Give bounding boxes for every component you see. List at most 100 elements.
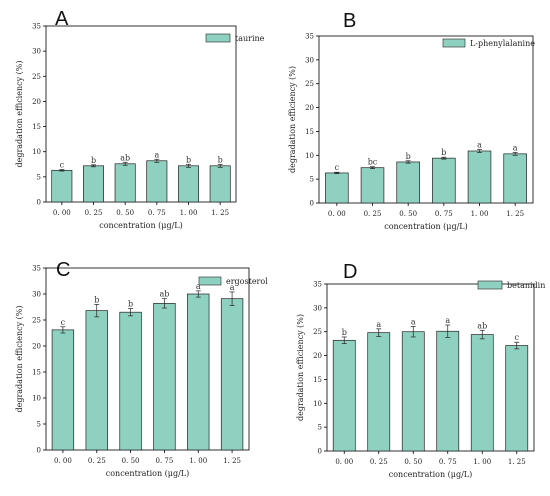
- bar: [220, 298, 244, 451]
- bar: [396, 161, 420, 204]
- y-tick-label: 15: [313, 376, 322, 384]
- chart-panel-d: D 0 5 10 15 20 25 30 35 b 0. 00 a 0. 25 a 0. 50 a 0. 75 a…: [296, 261, 545, 479]
- significance-label: ab: [120, 153, 130, 162]
- error-bar: [370, 166, 375, 169]
- y-tick-label: 0: [318, 448, 322, 456]
- y-axis-title: degradation efficiency (%): [296, 314, 305, 421]
- bar: [505, 345, 529, 452]
- x-tick-label: 0. 00: [54, 457, 72, 465]
- legend: taurine: [205, 33, 265, 43]
- bar: [51, 169, 73, 203]
- significance-label: a: [411, 317, 416, 326]
- error-bar: [161, 298, 167, 309]
- y-tick-label: 10: [32, 395, 41, 403]
- significance-label: c: [60, 161, 65, 170]
- bar: [332, 339, 356, 452]
- legend: betanidin: [477, 280, 545, 290]
- y-tick-label: 20: [32, 343, 41, 351]
- x-tick-label: 1. 00: [471, 210, 489, 218]
- error-bar: [376, 328, 382, 337]
- error-bar: [512, 152, 518, 156]
- x-tick-label: 1. 25: [211, 209, 229, 217]
- x-tick-label: 0. 25: [85, 209, 103, 217]
- y-tick-label: 30: [313, 304, 322, 312]
- y-tick-label: 15: [32, 369, 41, 377]
- error-bar: [91, 164, 96, 168]
- y-axis-title: degradation efficiency (%): [288, 66, 297, 173]
- x-tick-label: 0. 50: [399, 210, 417, 218]
- significance-label: a: [154, 150, 159, 159]
- y-tick-label: 0: [37, 447, 41, 455]
- significance-label: a: [513, 143, 518, 152]
- error-bar: [195, 290, 201, 298]
- bar: [436, 330, 460, 452]
- error-bar: [479, 329, 485, 340]
- error-bar: [441, 156, 447, 160]
- significance-label: a: [477, 141, 482, 150]
- x-tick-label: 0. 75: [439, 458, 457, 466]
- y-tick-label: 30: [305, 56, 314, 64]
- x-tick-label: 0. 75: [148, 209, 166, 217]
- y-tick-label: 20: [32, 98, 41, 106]
- y-tick-label: 35: [32, 265, 41, 273]
- bar: [367, 332, 391, 452]
- y-tick-label: 15: [305, 128, 314, 136]
- legend-label: taurine: [235, 34, 265, 43]
- error-bar: [514, 341, 520, 350]
- x-tick-label: 1. 25: [223, 457, 241, 465]
- y-tick-label: 30: [32, 291, 41, 299]
- legend-swatch: [442, 38, 466, 48]
- plot-frame: [326, 283, 535, 452]
- plot-frame: [45, 25, 237, 203]
- error-bar: [59, 169, 65, 172]
- x-axis-title: concentration (μg/L): [99, 221, 182, 230]
- x-tick-label: 0. 75: [435, 210, 453, 218]
- x-axis-title: concentration (μg/L): [106, 469, 189, 478]
- x-tick-label: 0. 50: [122, 457, 140, 465]
- x-axis-title: concentration (μg/L): [384, 222, 467, 231]
- error-bar: [341, 336, 347, 344]
- significance-label: a: [196, 282, 201, 291]
- y-tick-label: 30: [32, 48, 41, 56]
- bar: [209, 165, 231, 203]
- bar: [467, 150, 492, 204]
- significance-label: bc: [368, 158, 378, 167]
- plot-frame: [318, 35, 534, 204]
- y-tick-label: 25: [32, 317, 41, 325]
- bar: [85, 310, 108, 451]
- error-bar: [229, 291, 235, 306]
- bar: [503, 153, 527, 204]
- chart-panel-b: B 0 5 10 15 20 25 30 35 c 0. 00 bc 0. 25 b 0. 50 b 0. 75…: [288, 10, 535, 231]
- bar: [325, 172, 349, 204]
- x-tick-label: 0. 25: [88, 457, 106, 465]
- legend-swatch: [205, 33, 231, 43]
- x-tick-label: 0. 00: [328, 210, 346, 218]
- bar: [119, 311, 142, 451]
- significance-label: b: [186, 155, 191, 164]
- x-tick-label: 0. 75: [156, 457, 174, 465]
- legend-swatch: [477, 280, 503, 290]
- significance-label: ab: [477, 321, 487, 330]
- error-bar: [186, 163, 191, 168]
- significance-label: b: [128, 300, 133, 309]
- significance-label: a: [376, 320, 381, 329]
- significance-label: b: [441, 148, 446, 157]
- bar: [83, 165, 104, 203]
- error-bar: [217, 163, 223, 168]
- y-tick-label: 5: [318, 424, 322, 432]
- y-tick-label: 35: [305, 33, 314, 41]
- error-bar: [94, 304, 100, 318]
- panel-letter: A: [55, 8, 69, 30]
- y-axis-title: degradation efficiency (%): [15, 305, 24, 412]
- x-tick-label: 1. 25: [506, 210, 524, 218]
- significance-label: c: [515, 333, 520, 342]
- error-bar: [128, 308, 134, 317]
- panel-letter: C: [56, 259, 70, 281]
- plot-frame: [45, 267, 250, 451]
- legend-label: L-phenylalanine: [470, 39, 535, 48]
- bar: [360, 167, 385, 204]
- y-tick-label: 25: [32, 73, 41, 81]
- bar: [432, 157, 456, 204]
- panel-letter: D: [343, 261, 357, 283]
